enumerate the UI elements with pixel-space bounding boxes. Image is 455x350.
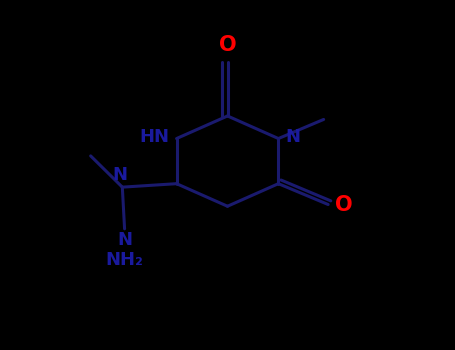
Text: HN: HN [140, 128, 170, 146]
Text: N: N [285, 128, 300, 146]
Text: N: N [117, 231, 132, 248]
Text: O: O [335, 195, 353, 215]
Text: N: N [112, 166, 127, 184]
Text: O: O [219, 35, 236, 55]
Text: NH₂: NH₂ [106, 251, 143, 270]
